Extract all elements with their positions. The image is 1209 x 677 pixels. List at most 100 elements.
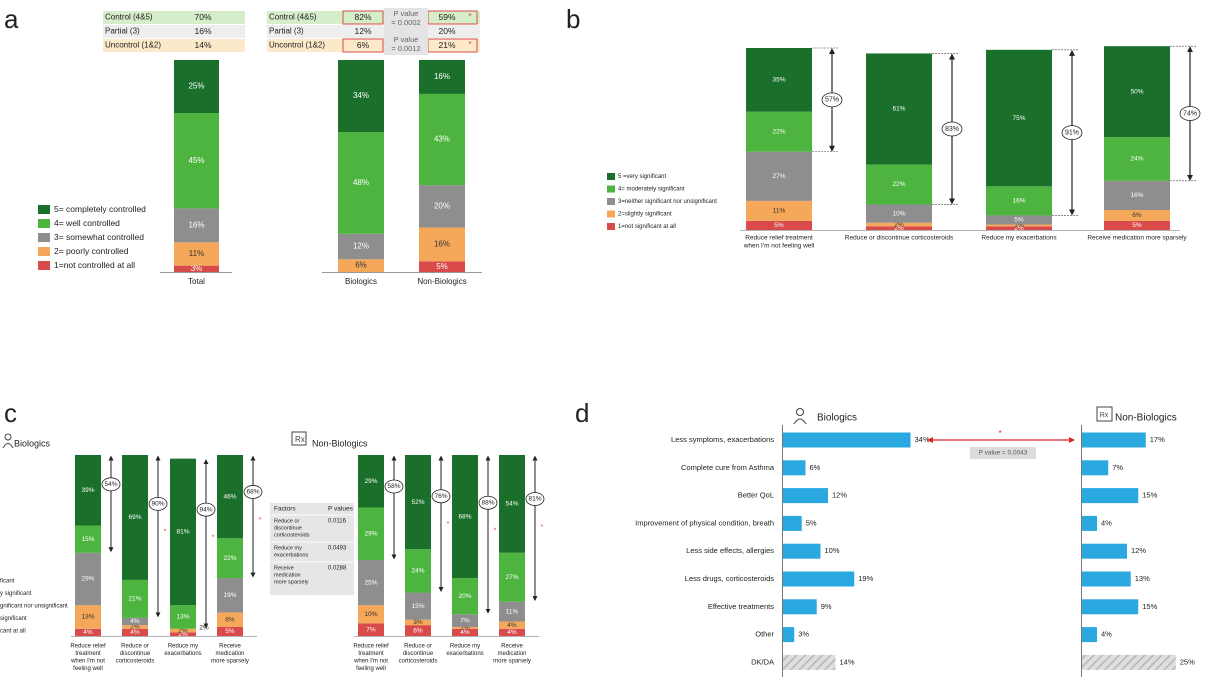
bar [1082, 543, 1127, 559]
bar-segment [746, 48, 812, 112]
table-label: Uncontrol (1&2) [105, 41, 161, 50]
legend-label: 1=not controlled at all [54, 260, 135, 270]
bar [783, 543, 821, 559]
data-label: 4% [1101, 630, 1112, 639]
bar-segment [75, 605, 101, 629]
bar-segment [217, 578, 243, 613]
significance-star: * [541, 524, 544, 531]
data-label: 19% [223, 592, 236, 599]
bar-segment [1104, 180, 1170, 210]
rx-icon-glyph: Rx [1100, 412, 1109, 419]
bar-segment [986, 224, 1052, 227]
data-label: 15% [1142, 491, 1157, 500]
table-factor: exacerbations [274, 552, 308, 558]
data-label: 6% [355, 261, 367, 270]
bar-segment [174, 208, 219, 243]
pvalue-label: P value = 0.0043 [979, 450, 1028, 457]
legend-swatch [607, 210, 615, 218]
bracket-badge [384, 479, 404, 494]
bar-segment [170, 458, 196, 606]
data-label: 13% [81, 614, 94, 621]
bar-segment [499, 455, 525, 553]
legend-label: 2=slightly significant [618, 212, 672, 218]
table-factor: Receive [274, 565, 294, 571]
category-label: exacerbations [446, 651, 483, 657]
bar-segment [338, 60, 384, 133]
data-label: 7% [460, 617, 470, 624]
bar-segment [358, 455, 384, 508]
bar-segment [122, 628, 148, 636]
side-label: 2% [199, 625, 209, 632]
bracket-badge [1061, 125, 1083, 141]
legend-swatch [38, 219, 50, 228]
data-label: 25% [364, 579, 377, 586]
bracket-badge [478, 495, 498, 510]
bar-segment [75, 455, 101, 526]
person-icon [793, 418, 807, 425]
bar [783, 460, 806, 476]
bar-segment [170, 628, 196, 633]
category-label: discontinue [403, 651, 434, 657]
pvalue-number: = 0.0012 [391, 44, 420, 53]
table-header: P values [328, 506, 354, 513]
data-label: 4% [83, 629, 93, 636]
bar [783, 627, 795, 643]
panel-letter-c: c [4, 398, 17, 428]
category-label: Non-Biologics [417, 277, 466, 286]
category-label: when I'm not feeling well [743, 243, 815, 250]
bracket-value: 68% [246, 489, 259, 496]
table-factor: medication [274, 572, 301, 578]
bar-segment [452, 578, 478, 615]
data-label: 7% [366, 626, 376, 633]
bar-segment [866, 204, 932, 223]
bar [1082, 599, 1139, 615]
bar-segment [122, 455, 148, 580]
category-label: Reduce or discontinue corticosteroids [845, 235, 954, 242]
data-label: 81% [176, 529, 189, 536]
legend-label: significant [0, 616, 27, 622]
bar-segment [866, 164, 932, 205]
data-label: 22% [772, 128, 785, 135]
bar-segment [1104, 209, 1170, 221]
data-label: 16% [1130, 192, 1143, 199]
bar-segment [866, 53, 932, 165]
data-label: 2% [1014, 225, 1024, 232]
bracket-badge [196, 502, 216, 517]
data-label: 2% [178, 631, 188, 638]
bar-segment [986, 226, 1052, 230]
bracket-value: 54% [104, 481, 117, 488]
legend-label: ficant [0, 579, 15, 585]
table-value: 6% [357, 40, 370, 50]
bar-segment [405, 592, 431, 620]
bar-segment [338, 132, 384, 234]
data-label: 10% [892, 210, 905, 217]
bracket-badge [525, 492, 545, 506]
data-label: 16% [434, 240, 450, 249]
table-label: Partial (3) [269, 27, 304, 36]
category-label: more sparsely [493, 659, 531, 665]
legend-label: gnificant nor unsignificant [0, 604, 68, 610]
category-label: Less side effects, allergies [686, 546, 774, 555]
legend-swatch [38, 233, 50, 242]
series-title: Non-Biologics [1115, 413, 1177, 424]
person-icon-head [4, 433, 12, 441]
rx-icon-frame [291, 431, 307, 446]
chart-b: 5% 11% 27% 22% 35% 57% Reduce relief treatment… [607, 45, 1201, 250]
table-value: 20% [438, 26, 455, 36]
data-label: 4% [507, 629, 517, 636]
table-pvalue: 0.0288 [328, 566, 347, 572]
pvalue-label: P valueP value = 0.0002 [394, 9, 419, 18]
data-label: 5% [806, 518, 817, 527]
category-label: Less symptoms, exacerbations [671, 435, 774, 444]
category-label: treatment [358, 651, 384, 657]
data-label: 25% [1180, 657, 1195, 666]
table-label: Partial (3) [105, 27, 140, 36]
bar-segment [174, 60, 219, 113]
data-label: 11% [773, 208, 786, 215]
data-label: 1% [460, 625, 470, 632]
data-label: 4% [460, 629, 470, 636]
significance-star: * [494, 528, 497, 535]
bar-segment [405, 549, 431, 593]
data-label: 2% [894, 221, 904, 228]
data-label: 4% [130, 629, 140, 636]
